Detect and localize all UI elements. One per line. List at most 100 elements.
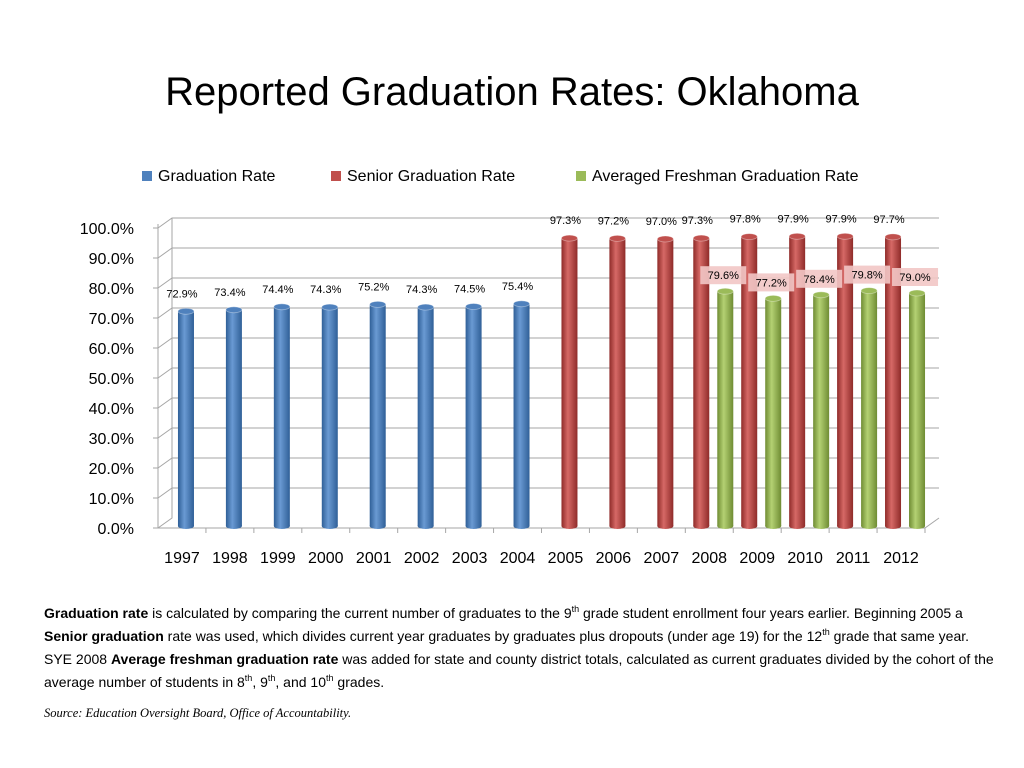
bar-base [273,523,290,529]
description-part: rate was used, which divides current yea… [163,628,823,644]
data-label: 97.0% [646,216,677,228]
bar-base [177,523,194,529]
data-label-background [892,268,939,286]
x-tick-label: 2010 [787,550,823,567]
bar-senior-graduation-rate-2011 [837,236,854,527]
chart-legend: Graduation Rate Senior Graduation Rate A… [0,168,1024,190]
superscript: th [326,673,334,683]
legend-swatch-graduation-rate [142,171,152,181]
y-tick-label: 30.0% [89,431,134,448]
bar-top [788,232,806,240]
legend-swatch-averaged-freshman-graduation-rate [576,171,586,181]
bar-averaged-freshman-graduation-rate-2009 [765,298,782,526]
bar-base [693,523,710,529]
bar-top [908,289,926,297]
bar-senior-graduation-rate-2010 [789,236,806,527]
description-part: grade that same year. SYE 2008 [44,628,970,667]
data-label: 97.2% [598,215,629,227]
description-part: , and 10 [275,674,327,690]
superscript: th [571,604,580,614]
bar-base [369,523,386,529]
bar-senior-graduation-rate-2009 [741,236,758,526]
bar-base [741,523,758,529]
term-graduation-rate: Graduation rate [44,605,149,621]
bar-averaged-freshman-graduation-rate-2012 [909,293,926,526]
bar-base [321,523,338,529]
bar-top [417,303,435,311]
bar-averaged-freshman-graduation-rate-2011 [861,290,878,526]
x-tick-label: 2002 [404,550,440,567]
bar-top [513,300,530,308]
y-tick-label: 100.0% [80,221,134,238]
data-label: 97.9% [825,213,856,225]
superscript: th [822,627,830,637]
legend-swatch-senior-graduation-rate [331,171,341,181]
bar-chart: 0.0% 10.0% 20.0% 30.0% 40.0% 50.0% 60.0% 70.0% 8… [80,213,940,567]
description-part: is calculated by comparing the current n… [148,605,572,621]
bar-graduation-rate-1997 [177,311,194,526]
bar-top [884,233,902,241]
x-tick-label: 2009 [739,550,775,567]
data-label: 74.3% [310,284,341,296]
bar-base [909,523,926,529]
x-tick-label: 2012 [883,550,919,567]
bar-base [657,523,674,529]
x-tick-label: 2005 [548,550,584,567]
data-label-background [748,273,795,292]
x-tick-label: 2008 [691,550,727,567]
legend-label-graduation-rate: Graduation Rate [158,168,276,185]
y-tick-label: 40.0% [89,401,134,418]
bar-graduation-rate-2003 [465,306,482,526]
bar-senior-graduation-rate-2006 [609,238,626,526]
data-label: 97.7% [873,214,904,226]
y-tick-label: 80.0% [89,281,134,298]
bar-senior-graduation-rate-2008 [693,238,710,526]
x-tick-label: 1998 [212,550,248,567]
legend-item-averaged-freshman-graduation-rate: Averaged Freshman Graduation Rate [576,168,859,186]
y-tick-label: 20.0% [89,461,134,478]
bar-top [656,235,674,243]
source-citation: Source: Education Oversight Board, Offic… [44,706,352,720]
bar-base [561,523,578,529]
x-tick-label: 1997 [164,550,200,567]
legend-label-averaged-freshman-graduation-rate: Averaged Freshman Graduation Rate [592,168,859,185]
x-tick-label: 2011 [836,550,871,567]
data-label-background [844,265,891,284]
bar-graduation-rate-2001 [369,304,386,526]
gridline [157,247,939,259]
bar-base [225,523,242,529]
term-average-freshman-graduation-rate: Average freshman graduation rate [110,651,339,667]
bar-top [812,291,830,299]
bar-top [273,303,291,311]
description-part: grades. [333,674,385,690]
data-label: 78.4% [804,274,835,286]
gridline [157,217,939,229]
bar-top [225,306,243,314]
data-label: 75.2% [358,281,389,293]
description-part: grade student enrollment four years earl… [579,605,963,621]
data-label: 79.0% [899,272,930,284]
bar-top [836,232,854,240]
y-tick-label: 10.0% [89,491,134,508]
x-tick-label: 2000 [308,550,344,567]
bar-base [417,523,434,529]
y-tick-label: 70.0% [89,311,134,328]
bar-base [465,523,482,529]
data-label: 97.9% [778,213,809,225]
bar-top [740,233,758,241]
data-label: 72.9% [166,288,197,300]
legend-item-graduation-rate: Graduation Rate [142,168,275,186]
x-tick-label: 2003 [452,550,488,567]
bar-graduation-rate-2002 [417,307,434,526]
bar-base [837,523,854,529]
bar-top [465,303,482,310]
data-label-background [700,266,747,285]
bar-base [861,523,878,529]
bar-top [609,234,626,242]
x-tick-label: 2004 [500,550,536,567]
bar-graduation-rate-2004 [513,303,530,526]
bar-top [692,234,710,242]
bars [177,232,926,529]
data-label: 79.6% [708,270,739,282]
bar-top [561,234,578,242]
